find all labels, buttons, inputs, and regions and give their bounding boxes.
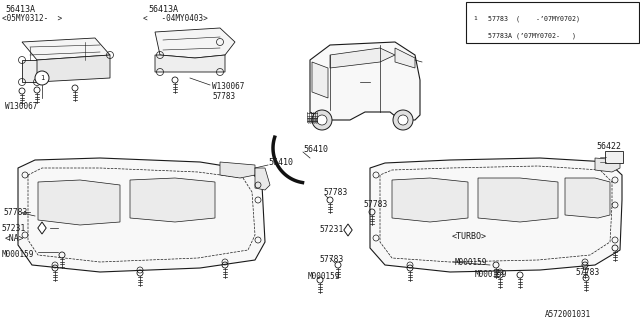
- Text: 56413A: 56413A: [5, 5, 35, 14]
- Polygon shape: [155, 28, 235, 58]
- Text: M000159: M000159: [475, 270, 508, 279]
- Polygon shape: [395, 48, 415, 68]
- Text: 57783: 57783: [363, 200, 387, 209]
- Text: A572001031: A572001031: [545, 310, 591, 319]
- Polygon shape: [18, 158, 265, 272]
- Text: 57783: 57783: [575, 268, 600, 277]
- Text: 1: 1: [474, 16, 477, 21]
- Text: 57783: 57783: [212, 92, 235, 101]
- Text: 57783: 57783: [323, 188, 348, 197]
- Polygon shape: [565, 178, 610, 218]
- Polygon shape: [312, 62, 328, 98]
- Text: <05MY0312-  >: <05MY0312- >: [2, 14, 62, 23]
- Text: 57231: 57231: [320, 225, 344, 234]
- Polygon shape: [155, 55, 225, 72]
- Text: M000159: M000159: [455, 258, 488, 267]
- Polygon shape: [38, 222, 46, 234]
- Circle shape: [312, 110, 332, 130]
- Text: W130067: W130067: [5, 102, 37, 111]
- Text: 57231: 57231: [2, 224, 26, 233]
- Text: M000159: M000159: [2, 250, 35, 259]
- Circle shape: [317, 115, 327, 125]
- Polygon shape: [22, 60, 37, 82]
- FancyBboxPatch shape: [605, 151, 623, 163]
- Text: 56410: 56410: [268, 158, 293, 167]
- Text: 1: 1: [40, 75, 44, 81]
- Polygon shape: [220, 162, 255, 178]
- Text: 57783  (    -’07MY0702): 57783 ( -’07MY0702): [488, 15, 580, 22]
- Circle shape: [35, 71, 49, 85]
- Polygon shape: [310, 42, 420, 120]
- Circle shape: [393, 110, 413, 130]
- Circle shape: [470, 13, 481, 24]
- Bar: [466, 2, 639, 43]
- Text: <NA>: <NA>: [5, 234, 24, 243]
- Text: M000159: M000159: [308, 272, 340, 281]
- Polygon shape: [595, 158, 620, 172]
- Text: 57783: 57783: [320, 255, 344, 264]
- Polygon shape: [478, 178, 558, 222]
- Polygon shape: [344, 224, 352, 236]
- Text: 56422: 56422: [596, 142, 621, 151]
- Polygon shape: [330, 48, 395, 68]
- Polygon shape: [392, 178, 468, 222]
- Polygon shape: [22, 38, 110, 60]
- Polygon shape: [130, 178, 215, 222]
- Text: 57783: 57783: [3, 208, 28, 217]
- Text: 57783A (’07MY0702-   ): 57783A (’07MY0702- ): [488, 33, 576, 39]
- Text: <   -04MY0403>: < -04MY0403>: [143, 14, 208, 23]
- Polygon shape: [370, 158, 622, 272]
- Polygon shape: [37, 55, 110, 82]
- Text: <TURBO>: <TURBO>: [452, 232, 487, 241]
- Polygon shape: [38, 180, 120, 225]
- Circle shape: [398, 115, 408, 125]
- Text: 56413A: 56413A: [148, 5, 178, 14]
- Text: W130067: W130067: [212, 82, 244, 91]
- Text: 56410: 56410: [303, 145, 328, 154]
- Polygon shape: [255, 168, 270, 190]
